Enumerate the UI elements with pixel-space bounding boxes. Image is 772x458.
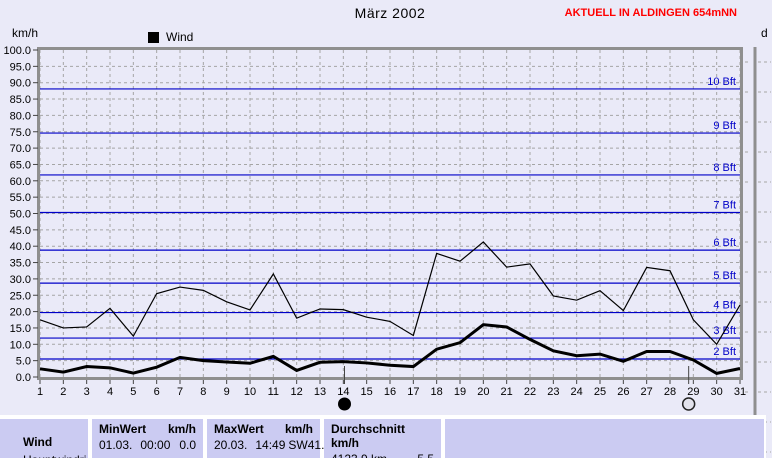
svg-text:80.0: 80.0 — [10, 110, 31, 122]
svg-text:25.0: 25.0 — [10, 290, 31, 302]
new-moon-icon — [338, 397, 351, 411]
svg-text:24: 24 — [571, 386, 583, 398]
max-unit: km/h — [284, 422, 313, 436]
svg-text:60.0: 60.0 — [10, 176, 31, 188]
svg-text:19: 19 — [454, 386, 466, 398]
svg-text:2: 2 — [60, 386, 66, 398]
svg-text:3: 3 — [84, 386, 90, 398]
svg-text:26: 26 — [617, 386, 629, 398]
svg-text:9: 9 — [224, 386, 230, 398]
svg-text:5.0: 5.0 — [16, 356, 31, 368]
svg-text:16: 16 — [384, 386, 396, 398]
svg-text:4 Bft: 4 Bft — [713, 300, 736, 312]
svg-text:22: 22 — [524, 386, 536, 398]
svg-text:5 Bft: 5 Bft — [713, 270, 736, 282]
min-unit: km/h — [167, 422, 196, 436]
wind-run: 4123.9 km — [331, 452, 387, 458]
svg-text:23: 23 — [547, 386, 559, 398]
gridlines — [39, 50, 741, 377]
table-row-label-cell: Wind Hauptwindrichtung — [0, 419, 88, 458]
max-title: MaxWert — [214, 422, 264, 436]
svg-text:70.0: 70.0 — [10, 143, 31, 155]
station-status-text: AKTUELL IN ALDINGEN 654mNN — [564, 7, 737, 19]
svg-text:45.0: 45.0 — [10, 225, 31, 237]
row-label-wind: Wind — [23, 435, 53, 449]
svg-text:85.0: 85.0 — [10, 94, 31, 106]
legend-swatch-icon — [148, 31, 159, 43]
svg-text:50.0: 50.0 — [10, 209, 31, 221]
min-time: 00:00 — [140, 438, 171, 452]
svg-text:30.0: 30.0 — [10, 274, 31, 286]
max-direction: SW — [288, 438, 308, 452]
svg-text:95.0: 95.0 — [10, 61, 31, 73]
plot-border — [37, 47, 743, 380]
svg-text:10: 10 — [244, 386, 256, 398]
y-axis-unit-label: km/h — [12, 26, 39, 40]
svg-text:13: 13 — [314, 386, 326, 398]
svg-text:5: 5 — [130, 386, 136, 398]
svg-text:1: 1 — [37, 386, 43, 398]
svg-text:17: 17 — [407, 386, 419, 398]
svg-text:8: 8 — [200, 386, 206, 398]
svg-text:28: 28 — [664, 386, 676, 398]
min-date: 01.03. — [99, 438, 133, 452]
svg-text:0.0: 0.0 — [16, 372, 31, 384]
svg-text:2 Bft: 2 Bft — [713, 346, 736, 358]
svg-text:14: 14 — [337, 386, 349, 398]
average-cell: Durchschnitt km/h 4123.9 km 5.5 — [324, 419, 441, 458]
avg-value: 5.5 — [417, 452, 434, 458]
svg-text:15: 15 — [361, 386, 373, 398]
empty-cell — [445, 419, 764, 458]
min-value: 0.0 — [179, 438, 196, 452]
svg-text:75.0: 75.0 — [10, 127, 31, 139]
max-date: 20.03. — [214, 438, 248, 452]
svg-text:90.0: 90.0 — [10, 78, 31, 90]
svg-text:10 Bft: 10 Bft — [707, 76, 736, 88]
max-time: 14:49 — [255, 438, 286, 452]
svg-text:12: 12 — [291, 386, 303, 398]
right-strip-label: d — [761, 26, 768, 40]
x-axis: 1 2 3 4 5 6 7 8 9 10 11 12 13 14 15 16 17 18 19 20 21 22 23 24 2… — [37, 380, 746, 398]
svg-text:55.0: 55.0 — [10, 192, 31, 204]
svg-text:11: 11 — [268, 386, 279, 398]
row-label-second: Hauptwindrichtung — [23, 453, 88, 458]
svg-text:29: 29 — [687, 386, 699, 398]
svg-text:30: 30 — [711, 386, 723, 398]
svg-text:31: 31 — [734, 386, 746, 398]
svg-text:7: 7 — [177, 386, 183, 398]
right-chart-strip — [745, 47, 771, 458]
page-title: März 2002 — [354, 5, 426, 21]
svg-text:35.0: 35.0 — [10, 258, 31, 270]
svg-text:6 Bft: 6 Bft — [713, 237, 736, 249]
svg-text:21: 21 — [501, 386, 513, 398]
legend-label: Wind — [166, 30, 194, 44]
svg-text:9 Bft: 9 Bft — [713, 120, 736, 132]
legend: Wind — [148, 30, 193, 44]
svg-text:20.0: 20.0 — [10, 307, 31, 319]
svg-text:40.0: 40.0 — [10, 241, 31, 253]
svg-text:7 Bft: 7 Bft — [713, 200, 736, 212]
svg-text:100.0: 100.0 — [3, 45, 31, 57]
svg-text:6: 6 — [154, 386, 160, 398]
full-moon-icon — [681, 397, 696, 411]
min-title: MinWert — [99, 422, 147, 436]
svg-text:8 Bft: 8 Bft — [713, 162, 736, 174]
svg-text:15.0: 15.0 — [10, 323, 31, 335]
max-value-cell: MaxWert km/h 20.03. 14:49 SW 41.3 — [207, 419, 331, 458]
wind-max-line — [39, 241, 741, 346]
avg-title: Durchschnitt km/h — [331, 422, 406, 450]
y-axis: 0.0 5.0 10.0 15.0 20.0 25.0 30.0 35.0 40.0 45.0 50… — [3, 45, 38, 384]
svg-text:4: 4 — [107, 386, 113, 398]
svg-text:25: 25 — [594, 386, 606, 398]
svg-text:65.0: 65.0 — [10, 159, 31, 171]
min-value-cell: MinWert km/h 01.03. 00:00 0.0 — [92, 419, 203, 458]
statistics-table: Wind Hauptwindrichtung MinWert km/h 01.0… — [0, 415, 766, 458]
svg-text:27: 27 — [641, 386, 653, 398]
svg-text:10.0: 10.0 — [10, 339, 31, 351]
wind-average-line — [39, 323, 741, 375]
svg-text:20: 20 — [477, 386, 489, 398]
svg-text:18: 18 — [431, 386, 443, 398]
